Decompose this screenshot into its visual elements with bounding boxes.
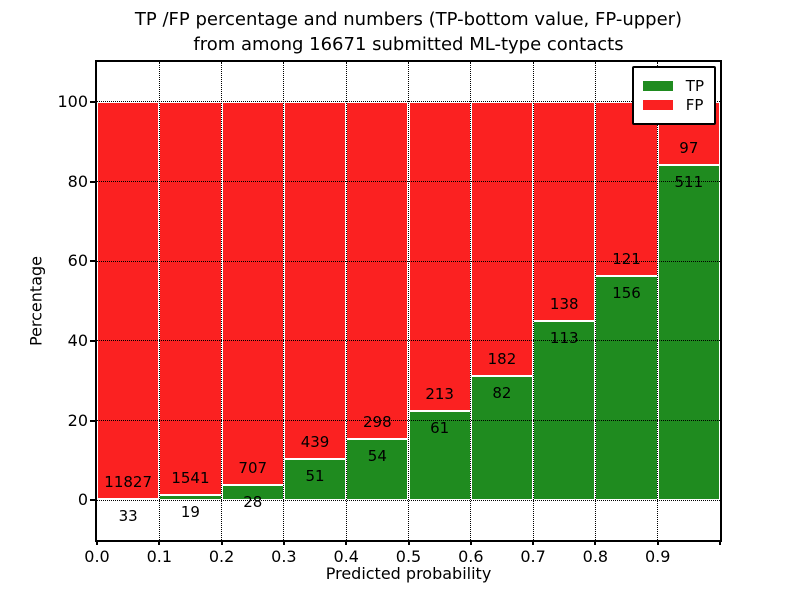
tp-count-label: 33: [118, 507, 138, 526]
bar-segment-tp: [657, 165, 720, 501]
y-tick-mark: [90, 180, 95, 183]
x-tick-mark: [407, 540, 410, 545]
h-gridline: [97, 260, 720, 262]
x-tick-mark: [345, 540, 348, 545]
bar-segment-fp: [533, 101, 596, 321]
fp-count-label: 97: [679, 139, 699, 158]
v-gridline: [408, 62, 409, 540]
y-tick-mark: [90, 419, 95, 422]
chart-title: TP /FP percentage and numbers (TP-bottom…: [97, 7, 720, 57]
fp-count-label: 213: [425, 385, 454, 404]
tp-count-label: 82: [492, 384, 512, 403]
x-tick-label: 0.9: [644, 547, 671, 566]
v-gridline: [345, 62, 347, 540]
bar-segment-fp: [283, 101, 347, 459]
fp-count-label: 707: [238, 458, 268, 477]
bar-segment-fp: [595, 101, 658, 276]
fp-count-label: 138: [549, 294, 579, 313]
y-tick-label: 60: [67, 251, 88, 271]
bar-segment-fp: [408, 101, 471, 412]
legend-swatch-fp: [642, 100, 673, 110]
chart-title-line2: from among 16671 submitted ML-type conta…: [193, 34, 624, 55]
y-tick-mark: [90, 339, 95, 342]
bar-segment-fp: [221, 101, 284, 485]
v-gridline: [470, 62, 472, 540]
bar-segment-tp: [221, 484, 284, 501]
h-gridline: [97, 499, 720, 501]
y-tick-label: 20: [67, 410, 88, 430]
tp-count-label: 19: [180, 503, 200, 522]
y-tick-label: 100: [57, 91, 88, 111]
x-tick-label: 0.0: [84, 547, 110, 566]
bar-segment-tp: [595, 275, 658, 501]
x-tick-mark: [532, 540, 535, 545]
legend-entry-fp: FP: [642, 96, 704, 114]
bar-segment-fp: [97, 101, 160, 500]
h-gridline: [97, 181, 720, 182]
plot-area: 11827 33 1541 19 707 28 439 51 298 54 213 61 182 82 13…: [95, 60, 722, 542]
v-gridline: [158, 62, 160, 540]
legend-swatch-tp: [642, 81, 673, 91]
legend: TP FP: [631, 66, 716, 125]
x-tick-label: 0.4: [333, 547, 359, 566]
x-tick-label: 0.3: [271, 547, 297, 566]
bar-segment-tp: [470, 376, 534, 501]
x-tick-label: 0.8: [582, 547, 609, 566]
fp-count-label: 1541: [171, 469, 210, 488]
x-tick-mark: [719, 540, 721, 545]
h-gridline: [97, 420, 720, 421]
y-tick-mark: [90, 499, 95, 502]
tp-count-label: 51: [305, 466, 325, 485]
v-gridline: [221, 62, 223, 540]
y-tick-mark: [90, 100, 95, 103]
x-tick-label: 0.1: [146, 547, 173, 566]
x-tick-mark: [96, 540, 98, 545]
x-tick-mark: [469, 540, 472, 545]
y-tick-label: 80: [67, 171, 88, 191]
bar-segment-fp: [346, 101, 409, 440]
tp-count-label: 113: [549, 328, 579, 347]
x-tick-label: 0.7: [520, 547, 546, 566]
v-gridline: [594, 62, 596, 540]
bar-segment-fp: [159, 101, 222, 496]
bar-segment-tp: [408, 411, 471, 501]
fp-count-label: 182: [487, 350, 517, 369]
y-tick-label: 40: [67, 330, 88, 350]
tp-count-label: 156: [612, 283, 641, 302]
v-gridline: [532, 62, 534, 540]
tp-count-label: 61: [430, 419, 450, 438]
legend-entry-tp: TP: [642, 77, 704, 95]
tp-count-label: 511: [674, 173, 704, 192]
x-tick-mark: [594, 540, 597, 545]
tp-count-label: 54: [367, 447, 387, 466]
x-tick-mark: [656, 540, 659, 545]
y-tick-mark: [90, 260, 95, 263]
v-gridline: [657, 62, 659, 540]
x-axis-label: Predicted probability: [325, 564, 492, 583]
bar-segment-fp: [470, 101, 534, 377]
x-tick-label: 0.6: [458, 547, 484, 566]
fp-count-label: 121: [612, 249, 641, 268]
x-tick-label: 0.2: [208, 547, 235, 566]
y-axis-label: Percentage: [26, 255, 46, 347]
x-tick-mark: [158, 540, 161, 545]
bar-segment-tp: [283, 458, 347, 501]
fp-count-label: 439: [300, 432, 330, 451]
legend-label-fp: FP: [685, 96, 704, 114]
fp-count-label: 298: [363, 413, 392, 432]
fp-count-label: 11827: [104, 473, 152, 492]
h-gridline: [97, 340, 720, 342]
x-tick-mark: [220, 540, 223, 545]
legend-label-tp: TP: [685, 77, 704, 95]
y-tick-label: 0: [77, 490, 88, 510]
bar-segment-tp: [346, 439, 409, 501]
v-gridline: [283, 62, 285, 540]
tp-count-label: 28: [243, 492, 263, 511]
bar-segment-tp: [533, 320, 596, 501]
x-tick-mark: [282, 540, 285, 545]
h-gridline: [97, 101, 720, 103]
x-tick-label: 0.5: [395, 547, 422, 566]
chart-title-line1: TP /FP percentage and numbers (TP-bottom…: [134, 9, 683, 30]
